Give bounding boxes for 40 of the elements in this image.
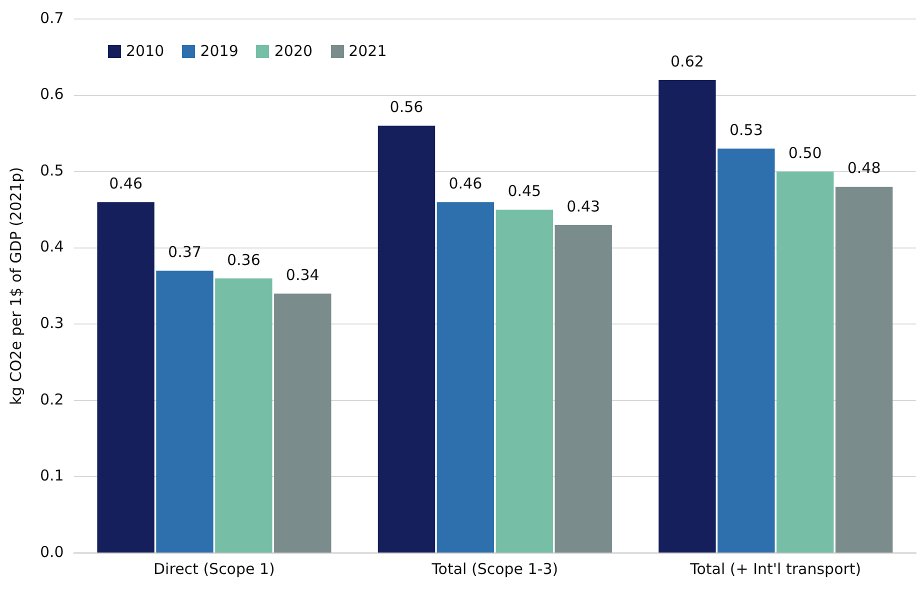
bar: [274, 294, 332, 552]
y-tick-label: 0.6: [40, 85, 64, 104]
x-tick-label: Direct (Scope 1): [154, 560, 275, 578]
bar: [436, 202, 494, 552]
data-label: 0.46: [448, 174, 482, 192]
data-label: 0.37: [168, 243, 202, 262]
y-tick-label: 0.2: [40, 390, 64, 408]
bar: [496, 210, 553, 552]
data-label: 0.45: [508, 182, 542, 200]
bar: [97, 202, 154, 552]
bar: [156, 270, 214, 552]
legend-label: 2010: [126, 42, 164, 60]
bar: [776, 172, 834, 552]
bar: [718, 148, 775, 552]
data-label: 0.56: [390, 98, 424, 116]
bar: [378, 126, 436, 552]
bar: [658, 80, 716, 552]
y-axis-title: kg CO2e per 1$ of GDP (2021p): [6, 167, 25, 405]
y-tick-label: 0.5: [40, 161, 64, 180]
y-tick-label: 0.4: [40, 238, 64, 256]
legend-label: 2021: [348, 42, 387, 60]
data-label: 0.34: [286, 266, 320, 284]
bar: [835, 186, 893, 552]
data-label: 0.50: [788, 144, 822, 162]
bar: [554, 224, 612, 552]
data-label: 0.36: [226, 250, 260, 269]
legend-label: 2019: [200, 42, 238, 60]
data-label: 0.48: [847, 159, 881, 178]
x-tick-label: Total (+ Int'l transport): [689, 560, 862, 578]
legend-label: 2020: [274, 42, 313, 60]
data-label: 0.53: [729, 121, 763, 140]
data-label: 0.62: [670, 52, 704, 70]
bar: [215, 278, 272, 552]
y-tick-label: 0.0: [40, 542, 64, 561]
data-label: 0.43: [566, 197, 600, 216]
x-tick-label: Total (Scope 1-3): [430, 560, 558, 578]
y-tick-label: 0.3: [40, 314, 64, 332]
data-label: 0.46: [109, 174, 142, 192]
y-tick-label: 0.7: [40, 8, 64, 27]
y-tick-label: 0.1: [40, 466, 64, 485]
